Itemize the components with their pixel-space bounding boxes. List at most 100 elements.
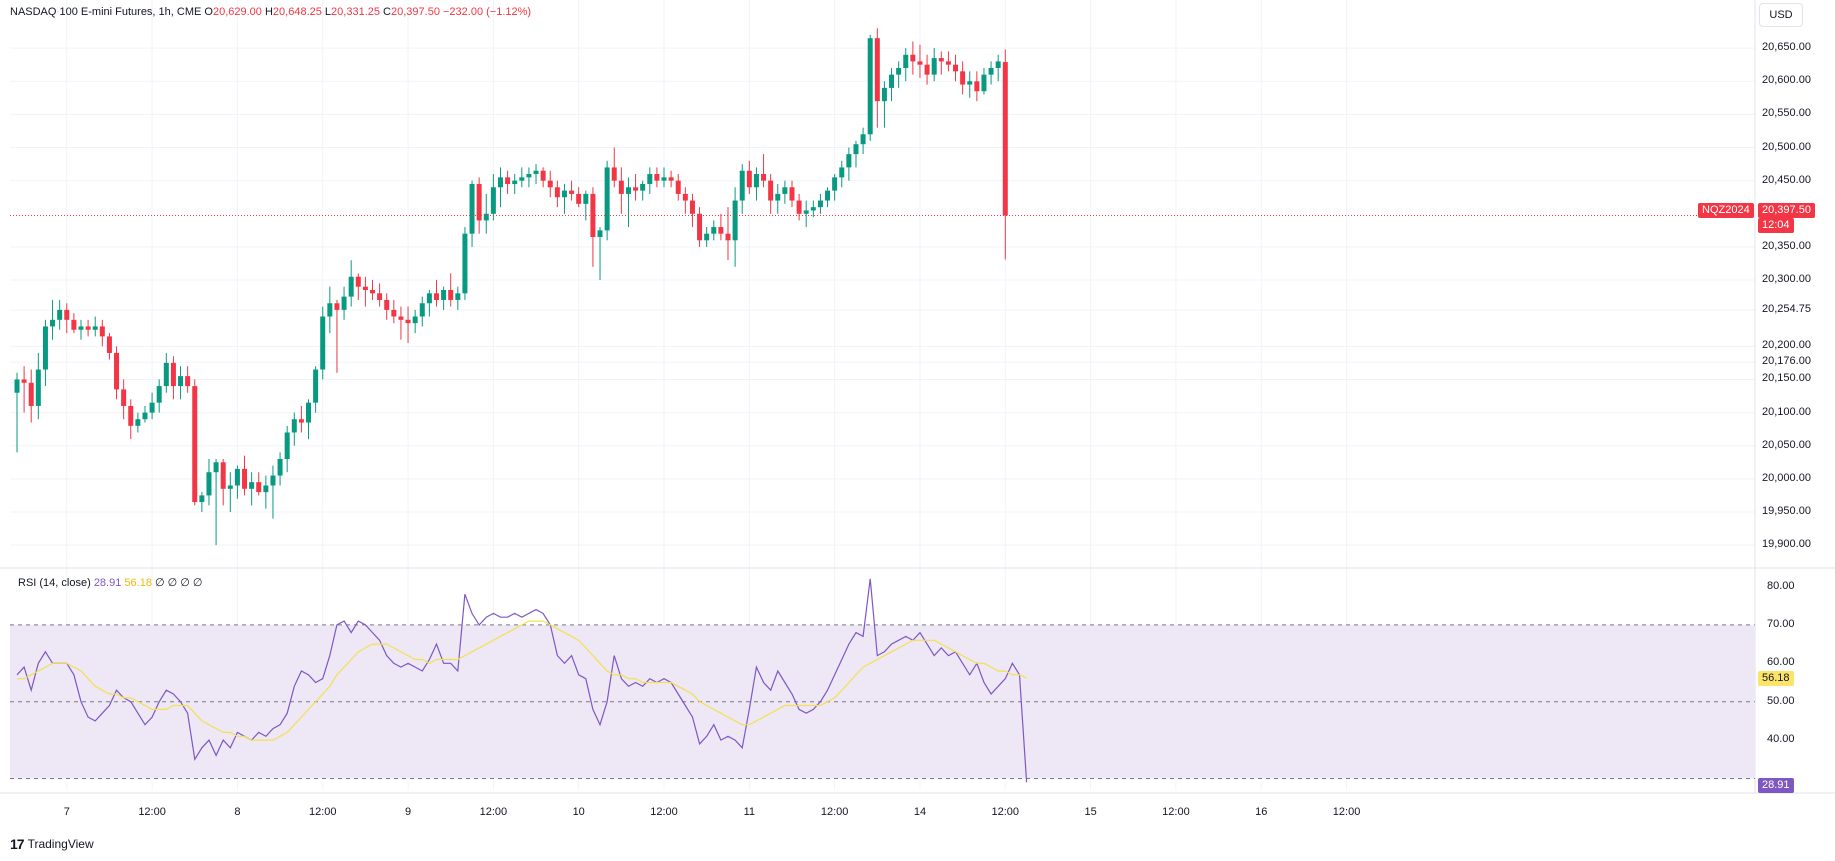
candle-body [50,319,56,327]
candle-body [704,233,710,241]
candle-body [206,472,212,496]
rsi-tick-label: 60.00 [1767,656,1795,669]
rsi-tick-label: 50.00 [1767,694,1795,707]
time-tick-label: 7 [63,806,70,818]
close-value: 20,397.50 [391,6,440,18]
candle-body [135,419,141,426]
candle-body [377,293,383,300]
candle-body [242,468,248,489]
candle-body [960,71,966,85]
candle-body [28,382,34,406]
candle-body [476,183,482,221]
candle-body [298,419,304,423]
candle-body [490,187,496,214]
candle-body [256,482,262,493]
candle-body [426,293,432,304]
candle-body [853,144,859,155]
price-tick-label: 19,900.00 [1762,538,1811,551]
candle-body [114,352,120,390]
candle-body [149,402,155,413]
candle-body [647,174,653,184]
candle-body [163,362,169,387]
candle-body [441,290,447,300]
candle-body [398,316,404,320]
candle-body [170,362,176,387]
tradingview-logo[interactable]: 17 TradingView [10,836,94,852]
rsi-value-tag: 28.91 [1758,778,1794,793]
price-tick-label: 20,200.00 [1762,339,1811,352]
price-tick-label: 20,150.00 [1762,372,1811,385]
candle-body [121,389,127,406]
candle-body [185,376,191,387]
candle-body [512,180,518,184]
candle-body [71,319,77,330]
time-tick-label: 14 [913,806,927,818]
rsi-value: 28.91 [93,577,122,589]
high-value: 20,648.25 [272,6,322,18]
candle-body [917,61,923,65]
price-tick-label: 20,254.75 [1762,303,1811,316]
rsi-tick-label: 80.00 [1767,579,1795,592]
currency-button[interactable]: USD [1759,3,1803,27]
candle-body [633,187,639,191]
symbol-title[interactable]: NASDAQ 100 E-mini Futures, 1h, CME [10,6,202,18]
candle-body [661,177,667,181]
candle-body [291,419,297,433]
candle-body [746,170,752,188]
candle-body [625,187,631,194]
candle-body [412,316,418,324]
candle-body [974,81,980,92]
candle-body [419,303,425,317]
candle-body [796,200,802,214]
candle-body [739,170,745,201]
candle-body [761,174,767,181]
candle-body [284,432,290,459]
candle-body [199,495,205,503]
time-tick-label: 12:00 [1162,806,1190,818]
candle-body [953,64,959,72]
open-label: O [204,6,213,18]
time-tick-label: 8 [234,806,241,818]
time-tick-label: 12:00 [991,806,1020,818]
open-value: 20,629.00 [212,6,262,18]
low-value: 20,331.25 [331,6,380,18]
price-tick-label: 20,550.00 [1762,107,1811,120]
time-tick-label: 12:00 [820,806,849,818]
candle-body [782,187,788,194]
time-tick-label: 11 [743,806,756,818]
candle-body [910,54,916,62]
last-price-tag: 20,397.50 [1758,203,1815,218]
candle-body [675,180,681,194]
candle-body [355,276,361,287]
candle-body [569,190,575,194]
price-tick-label: 20,000.00 [1762,471,1811,484]
brand-name: TradingView [27,837,94,851]
rsi-ma-tag: 56.18 [1758,671,1794,686]
candle-body [270,475,276,486]
close-label: C [383,6,391,18]
rsi-label[interactable]: RSI (14, close) [18,577,91,589]
candle-body [35,369,41,406]
candle-body [711,227,717,234]
candle-body [313,369,319,403]
candle-body [945,61,951,65]
candle-body [597,230,603,237]
candle-body [327,303,333,317]
candle-body [561,190,567,198]
candle-body [505,177,511,184]
price-tick-label: 20,300.00 [1762,273,1811,286]
candle-body [938,58,944,62]
candle-body [654,174,660,181]
candle-body [370,290,375,294]
candle-body [142,412,148,420]
candle-body [14,379,20,393]
candle-body [320,316,326,370]
candle-body [263,485,269,493]
price-tick-label: 19,950.00 [1762,504,1811,517]
candle-body [128,405,134,426]
tv-logo-icon: 17 [10,836,25,852]
candle-body [817,200,823,208]
countdown-tag: 12:04 [1758,218,1794,233]
candle-body [718,227,724,234]
